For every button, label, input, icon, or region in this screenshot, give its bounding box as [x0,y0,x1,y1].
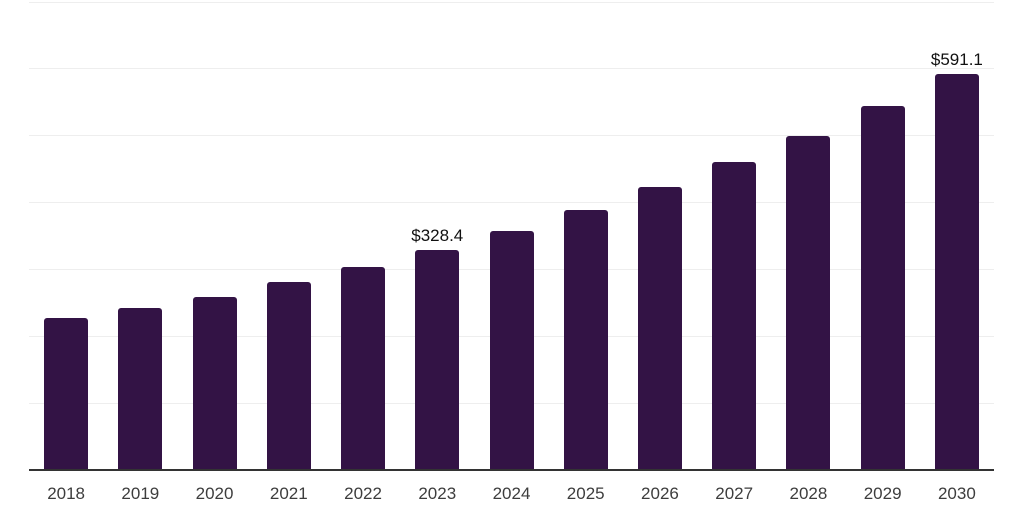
bar-2026 [637,187,682,470]
x-tick-label-2023: 2023 [418,484,457,503]
value-label-2023: $328.4 [411,226,464,246]
x-axis-line [29,469,994,471]
bar-2023 [415,250,460,470]
x-tick-label-2029: 2029 [863,484,902,503]
bar-2030 [934,74,979,470]
x-tick-label-2018: 2018 [47,484,86,503]
bar-2021 [266,281,311,470]
value-label-2030: $591.1 [930,50,983,70]
x-tick-label-2019: 2019 [121,484,160,503]
gridline-400 [29,202,994,204]
x-tick-label-2025: 2025 [566,484,605,503]
bar-2018 [44,318,89,470]
x-tick-label-2021: 2021 [269,484,308,503]
bar-2029 [860,106,905,470]
x-tick-label-2024: 2024 [492,484,531,503]
x-tick-label-2030: 2030 [937,484,976,503]
gridline-600 [29,68,994,70]
bar-2024 [489,230,534,470]
bar-2028 [786,135,831,470]
bar-2019 [118,308,163,470]
bar-2027 [712,162,757,470]
bar-2022 [341,267,386,470]
gridline-500 [29,135,994,137]
x-tick-label-2020: 2020 [195,484,234,503]
bar-2025 [563,209,608,470]
x-tick-label-2028: 2028 [789,484,828,503]
gridline-700 [29,1,994,3]
x-tick-label-2027: 2027 [715,484,754,503]
x-tick-label-2022: 2022 [344,484,382,503]
x-tick-label-2026: 2026 [641,484,679,503]
bar-2020 [192,296,237,470]
